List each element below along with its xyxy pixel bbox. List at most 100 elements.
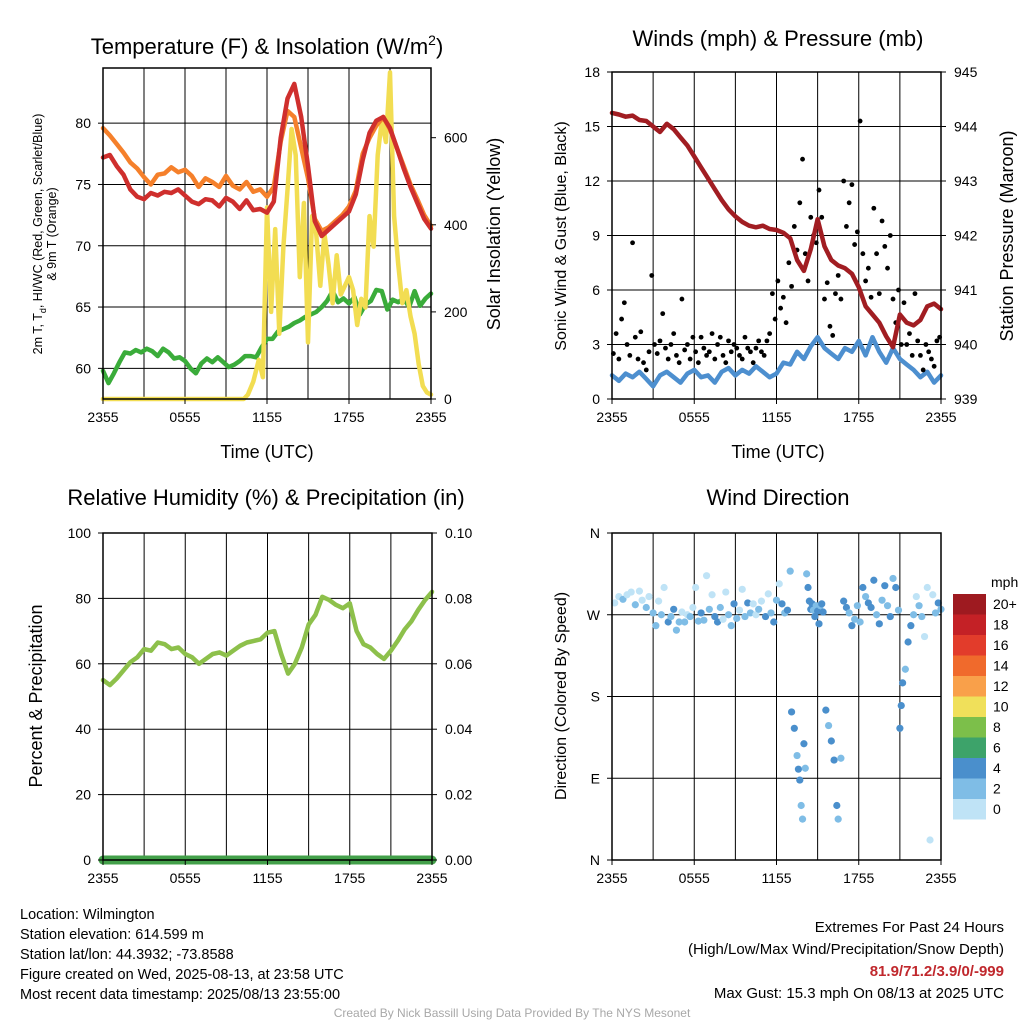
direction-point	[907, 622, 915, 630]
y-tick-label: S	[591, 689, 600, 705]
winds-y2-label: Station Pressure (Maroon)	[997, 130, 1017, 341]
direction-point	[697, 609, 705, 617]
gust-point	[756, 338, 762, 344]
direction-point	[672, 626, 681, 634]
direction-point	[735, 606, 744, 614]
direction-point	[775, 580, 783, 588]
direction-point	[926, 836, 934, 844]
humidity-precip-chart: Relative Humidity (%) & Precipitation (i…	[26, 485, 472, 886]
winds-pressure-chart: Winds (mph) & Pressure (mb) 2355 0555 1155…	[553, 26, 1017, 462]
gust-point	[868, 294, 874, 300]
direction-point	[790, 724, 798, 732]
direction-point	[894, 606, 903, 614]
direction-point	[611, 599, 619, 607]
direction-point	[901, 665, 909, 673]
gust-point	[830, 333, 836, 338]
gust-point	[671, 331, 677, 336]
x-tick-label: 2355	[87, 409, 118, 425]
direction-point	[883, 602, 892, 610]
direction-point	[815, 620, 823, 628]
gust-point	[920, 367, 926, 373]
winds-x-label: Time (UTC)	[731, 442, 824, 462]
direction-point	[767, 609, 775, 617]
direction-point	[652, 622, 660, 630]
gust-point	[684, 342, 690, 347]
extremes-values: 81.9/71.2/3.9/0/-999	[869, 963, 1004, 980]
y2-tick-label: 0	[444, 391, 452, 407]
x-tick-label: 2355	[416, 870, 447, 886]
direction-point	[664, 618, 672, 626]
y2-tick-label: 0.02	[445, 787, 472, 803]
direction-point	[881, 582, 889, 590]
gust-point	[824, 280, 830, 286]
gust-point	[786, 260, 792, 266]
x-tick-label: 2355	[87, 870, 118, 886]
direction-point	[872, 611, 881, 619]
gust-point	[780, 294, 786, 300]
gust-point	[764, 338, 770, 344]
gust-point	[663, 345, 668, 351]
temperature-y-label-2: & 9m T (Orange)	[45, 187, 59, 280]
y-tick-label: 9	[592, 228, 600, 244]
direction-point	[897, 701, 905, 710]
max-gust: Max Gust: 15.3 mph On 08/13 at 2025 UTC	[713, 985, 1004, 1002]
gust-point	[624, 342, 630, 347]
gust-point	[819, 214, 825, 220]
colorbar-label: 8	[993, 719, 1001, 735]
gust-point	[802, 251, 808, 257]
x-tick-label: 2355	[415, 409, 446, 425]
station-elevation: Station elevation: 614.599 m	[20, 927, 204, 943]
gust-point	[646, 349, 652, 355]
gust-point	[690, 334, 696, 340]
gust-point	[709, 331, 715, 336]
gust-point	[621, 300, 627, 306]
direction-point	[716, 603, 724, 612]
direction-point	[909, 611, 918, 619]
gust-point	[759, 349, 764, 355]
gust-point	[844, 224, 849, 229]
gust-point	[841, 178, 847, 184]
gust-point	[904, 342, 910, 347]
direction-point	[811, 612, 819, 621]
gust-point	[638, 329, 644, 335]
x-tick-label: 1155	[761, 870, 791, 886]
direction-point	[918, 612, 926, 621]
station-latlon: Station lat/lon: 44.3932; -73.8588	[20, 947, 234, 963]
gust-point	[701, 345, 707, 351]
gust-point	[797, 200, 803, 206]
direction-point	[931, 609, 940, 617]
gust-point	[726, 338, 731, 344]
gust-point	[915, 338, 921, 344]
series-line-0	[100, 287, 434, 386]
gust-point	[632, 334, 638, 340]
colorbar-swatch	[953, 655, 986, 676]
gust-point	[668, 342, 674, 347]
direction-point	[786, 567, 794, 575]
direction-point	[848, 622, 856, 630]
direction-point	[878, 596, 886, 604]
temperature-y-label: 2m T, Td, HI/WC (Red, Green, Scarlet/Blu…	[31, 114, 48, 355]
direction-point	[638, 596, 646, 604]
extremes-title: Extremes For Past 24 Hours	[814, 919, 1004, 936]
direction-point	[657, 611, 665, 619]
colorbar-swatch	[953, 614, 986, 635]
direction-point	[752, 611, 760, 619]
gust-point	[805, 278, 811, 284]
direction-point	[915, 602, 923, 610]
station-info: Location: Wilmington Station elevation: …	[20, 905, 344, 1005]
gust-point	[882, 244, 888, 249]
direction-point	[705, 605, 713, 613]
direction-point	[689, 603, 697, 612]
gust-point	[931, 363, 937, 369]
wind-direction-chart: Wind Direction 2355 0555 1155 1755 2355 N E S W N…	[553, 485, 1018, 886]
direction-point	[755, 605, 763, 613]
y-tick-label: 3	[592, 337, 600, 353]
gust-point	[731, 342, 737, 347]
direction-point	[749, 600, 757, 608]
gust-point	[865, 265, 871, 271]
direction-point	[793, 751, 801, 760]
y-tick-label: N	[590, 525, 600, 541]
gust-point	[833, 291, 838, 297]
direction-point	[660, 583, 668, 592]
gust-point	[896, 287, 901, 293]
